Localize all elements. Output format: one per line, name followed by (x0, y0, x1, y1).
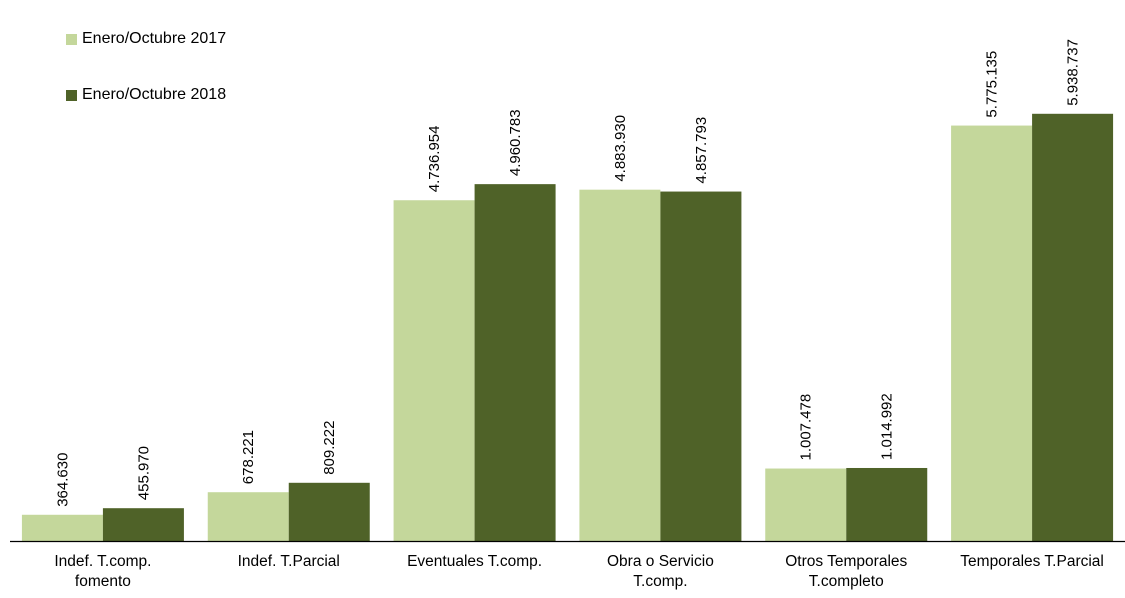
bar-value-label: 1.014.992 (879, 393, 896, 460)
legend-swatch-2017 (66, 33, 77, 45)
bar-value-label: 4.857.793 (693, 117, 710, 184)
bar-value-label: 5.775.135 (984, 51, 1001, 118)
bar-2017-0 (21, 514, 103, 541)
bar-2017-1 (207, 492, 289, 541)
bar-value-label: 4.960.783 (507, 109, 524, 176)
legend-label-2017: Enero/Octubre 2017 (82, 30, 227, 47)
bar-2018-0 (102, 508, 184, 541)
bar-value-label: 4.883.930 (612, 115, 629, 182)
legend-swatch-2018 (66, 89, 77, 101)
category-label: T.completo (809, 573, 884, 590)
bar-2018-1 (288, 482, 370, 541)
bar-2017-5 (951, 125, 1033, 541)
bar-2017-2 (393, 200, 475, 541)
bar-value-label: 4.736.954 (426, 126, 443, 193)
bar-value-label: 678.221 (240, 430, 257, 484)
category-label: fomento (75, 573, 131, 590)
category-label: Obra o Servicio (607, 553, 714, 570)
category-label: Eventuales T.comp. (407, 553, 542, 570)
bar-value-label: 455.970 (135, 446, 152, 500)
category-label: Otros Temporales (785, 553, 907, 570)
legend-item-2018: Enero/Octubre 2018 (66, 86, 226, 104)
category-label: Indef. T.comp. (54, 553, 151, 570)
bar-value-label: 364.630 (54, 453, 71, 507)
bar-2017-4 (765, 468, 847, 541)
bar-value-label: 5.938.737 (1065, 39, 1082, 106)
legend-item-2017: Enero/Octubre 2017 (66, 30, 226, 48)
bar-value-label: 1.007.478 (798, 394, 815, 461)
category-label: Temporales T.Parcial (960, 553, 1104, 570)
legend-label-2018: Enero/Octubre 2018 (82, 86, 227, 103)
bar-2018-4 (846, 467, 928, 541)
category-label: Indef. T.Parcial (238, 553, 340, 570)
bar-2018-2 (474, 184, 556, 541)
bar-2018-3 (660, 191, 742, 541)
bar-value-label: 809.222 (321, 421, 338, 475)
chart-legend: Enero/Octubre 2017 Enero/Octubre 2018 (66, 30, 226, 142)
category-label: T.comp. (633, 573, 687, 590)
bar-2018-5 (1032, 113, 1114, 542)
bar-2017-3 (579, 189, 661, 542)
